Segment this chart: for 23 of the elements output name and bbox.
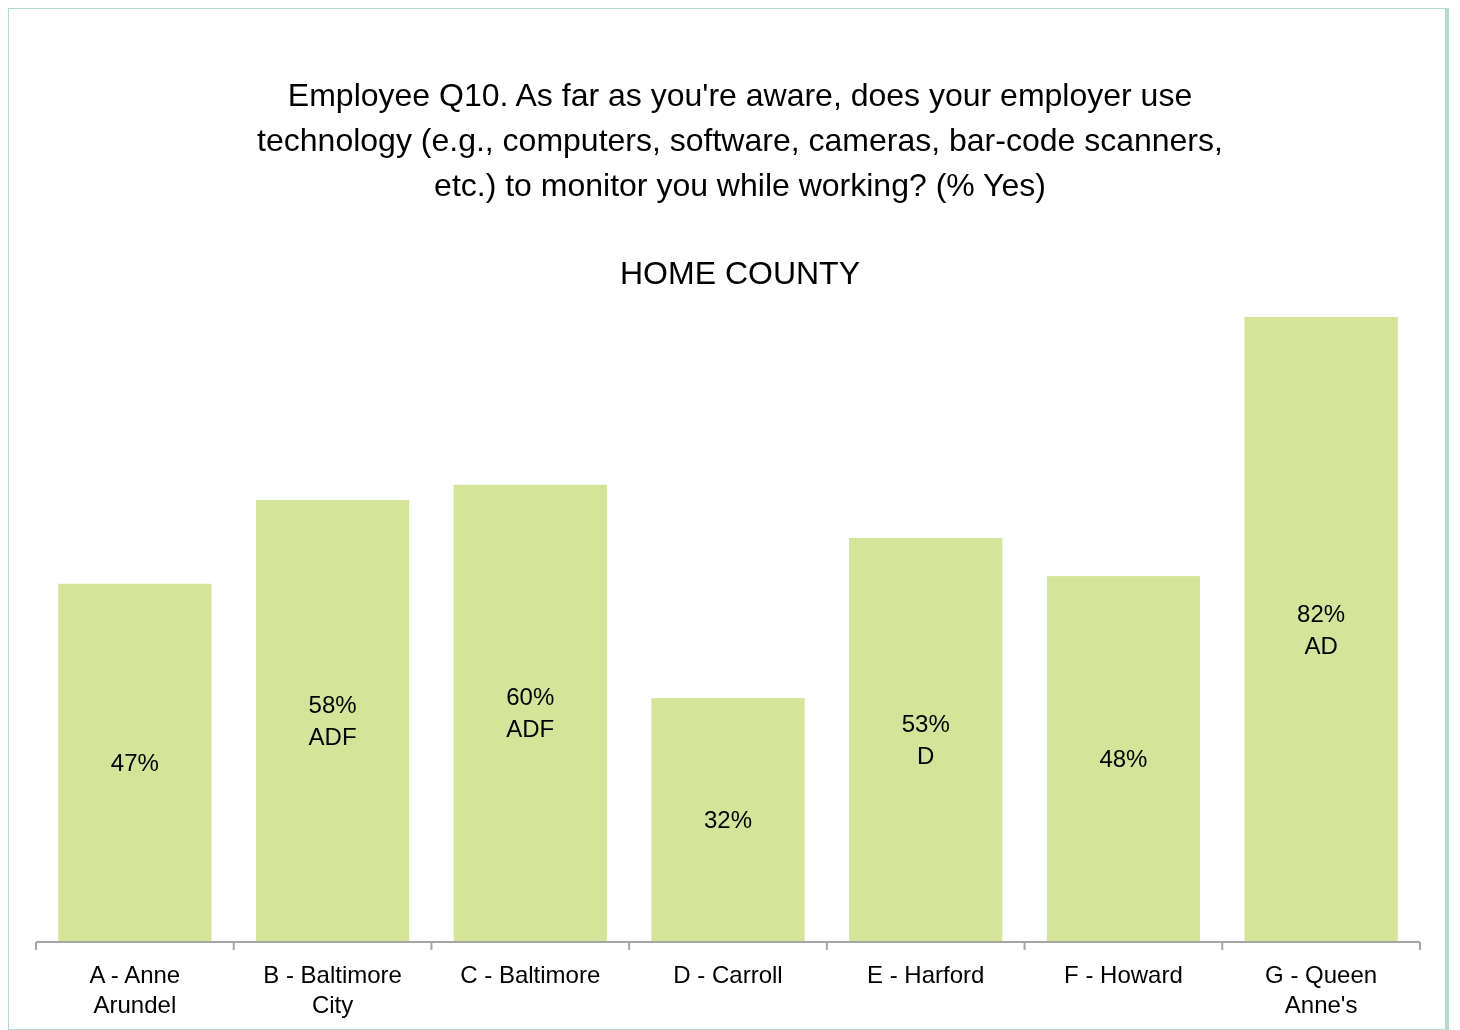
data-label: 32% — [703, 806, 753, 834]
data-label: 58% ADF — [308, 690, 357, 750]
data-label: 48% — [1099, 745, 1148, 773]
bar — [849, 538, 1003, 942]
bar — [453, 484, 607, 942]
chart-subtitle: HOME COUNTY — [620, 255, 860, 291]
bar — [651, 698, 805, 942]
bar — [255, 499, 410, 942]
x-tick-label: B - Baltimore City — [263, 961, 402, 1018]
x-tick-label: C - Baltimore — [460, 961, 601, 988]
chart-title: Employee Q10. As far as you're aware, does your employer use technology (e.g., computers, software, cameras, bar-code scanners, etc.) to monitor you while working? (% Yes) — [257, 77, 1223, 203]
x-tick-label: E - Harford — [867, 961, 985, 988]
bar — [1244, 317, 1398, 942]
bar — [1046, 576, 1201, 942]
x-tick-label: A - Anne Arundel — [89, 961, 181, 1018]
bar — [58, 583, 212, 942]
x-tick-label: D - Carroll — [673, 961, 783, 988]
data-label: 47% — [110, 748, 159, 776]
data-label: 60% ADF — [506, 683, 555, 743]
data-label: 82% AD — [1297, 599, 1346, 659]
data-label: 53% D — [901, 710, 950, 770]
x-tick-label: F - Howard — [1064, 961, 1183, 988]
x-tick-label: G - Queen Anne's — [1265, 961, 1378, 1018]
